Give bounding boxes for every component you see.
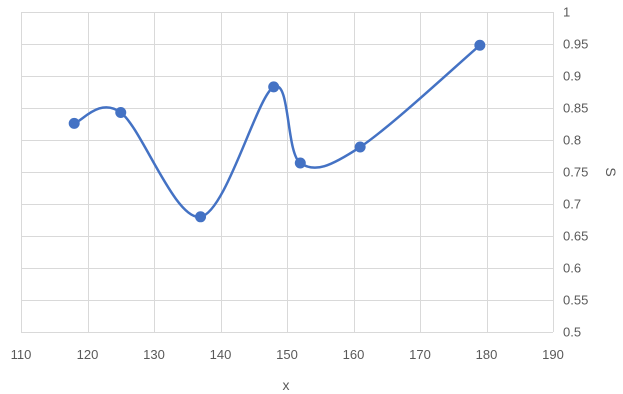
grid bbox=[21, 12, 554, 333]
x-tick-label: 180 bbox=[476, 347, 498, 362]
y-tick-label: 0.65 bbox=[563, 229, 588, 244]
data-points bbox=[68, 39, 486, 223]
y-axis-ticks: 0.5 0.55 0.6 0.65 0.7 0.75 0.8 0.85 0.9 0.95 1 bbox=[563, 5, 588, 340]
y-axis-title: S bbox=[603, 167, 619, 176]
x-axis-title: x bbox=[283, 377, 290, 393]
x-tick-label: 190 bbox=[542, 347, 564, 362]
x-tick-label: 110 bbox=[11, 347, 32, 362]
data-point bbox=[294, 157, 306, 169]
x-tick-label: 150 bbox=[276, 347, 298, 362]
data-point bbox=[474, 39, 486, 51]
y-tick-label: 0.7 bbox=[563, 197, 581, 212]
y-tick-label: 0.8 bbox=[563, 133, 581, 148]
data-point bbox=[195, 211, 207, 223]
y-tick-label: 0.9 bbox=[563, 69, 581, 84]
y-tick-label: 0.95 bbox=[563, 37, 588, 52]
data-point bbox=[268, 81, 280, 93]
x-tick-label: 130 bbox=[143, 347, 165, 362]
x-tick-label: 160 bbox=[343, 347, 365, 362]
series-line bbox=[72, 44, 482, 219]
data-point bbox=[354, 141, 366, 153]
x-tick-label: 170 bbox=[409, 347, 431, 362]
x-axis-ticks: 110 120 130 140 150 160 170 180 190 bbox=[11, 347, 564, 362]
y-tick-label: 1 bbox=[563, 5, 570, 20]
data-point bbox=[68, 117, 80, 129]
x-tick-label: 120 bbox=[77, 347, 99, 362]
y-tick-label: 0.55 bbox=[563, 293, 588, 308]
y-tick-label: 0.75 bbox=[563, 165, 588, 180]
y-tick-label: 0.5 bbox=[563, 325, 581, 340]
y-tick-label: 0.85 bbox=[563, 101, 588, 116]
x-tick-label: 140 bbox=[210, 347, 232, 362]
y-tick-label: 0.6 bbox=[563, 261, 581, 276]
data-point bbox=[115, 106, 127, 118]
